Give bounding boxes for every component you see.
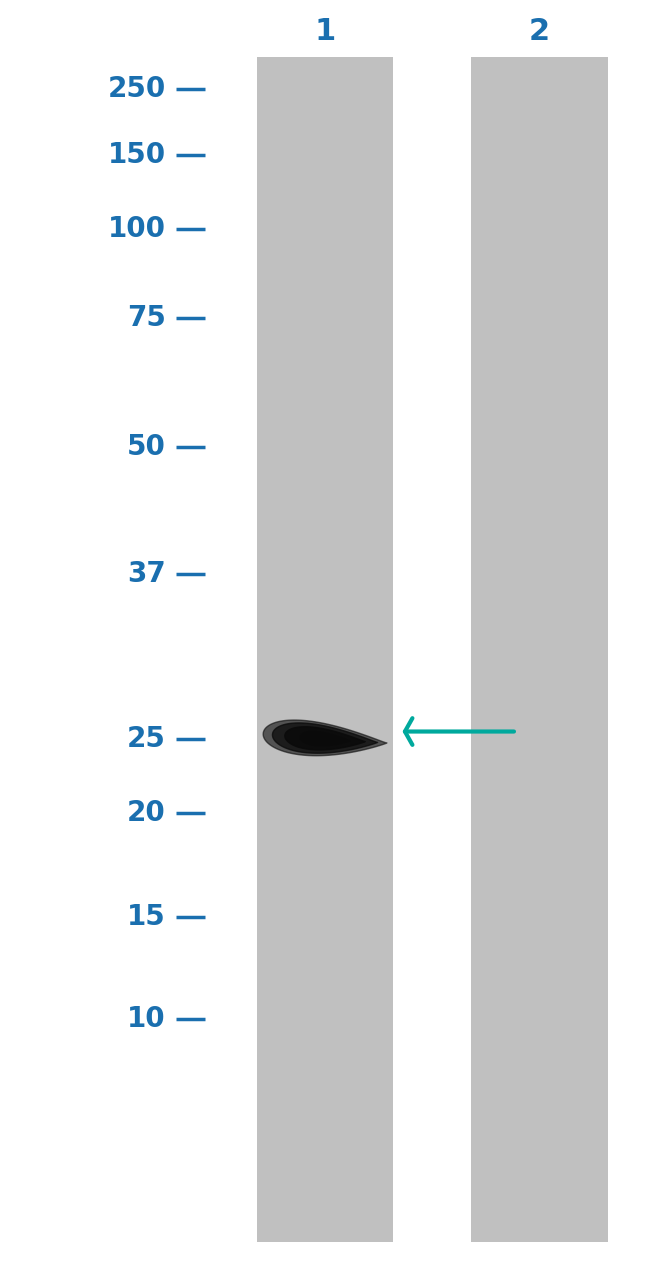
Polygon shape <box>272 723 378 753</box>
Text: 20: 20 <box>127 799 166 827</box>
Polygon shape <box>263 720 387 756</box>
Polygon shape <box>300 732 350 745</box>
Text: 50: 50 <box>127 433 166 461</box>
Bar <box>471 57 608 1242</box>
Text: 1: 1 <box>315 18 335 46</box>
Text: 75: 75 <box>127 304 166 331</box>
Text: 2: 2 <box>529 18 550 46</box>
Text: 250: 250 <box>107 75 166 103</box>
Text: 10: 10 <box>127 1005 166 1033</box>
Polygon shape <box>285 726 365 749</box>
Bar <box>257 57 393 1242</box>
Text: 25: 25 <box>127 725 166 753</box>
Text: 15: 15 <box>127 903 166 931</box>
Text: 150: 150 <box>108 141 166 169</box>
Text: 37: 37 <box>127 560 166 588</box>
Text: 100: 100 <box>108 215 166 243</box>
